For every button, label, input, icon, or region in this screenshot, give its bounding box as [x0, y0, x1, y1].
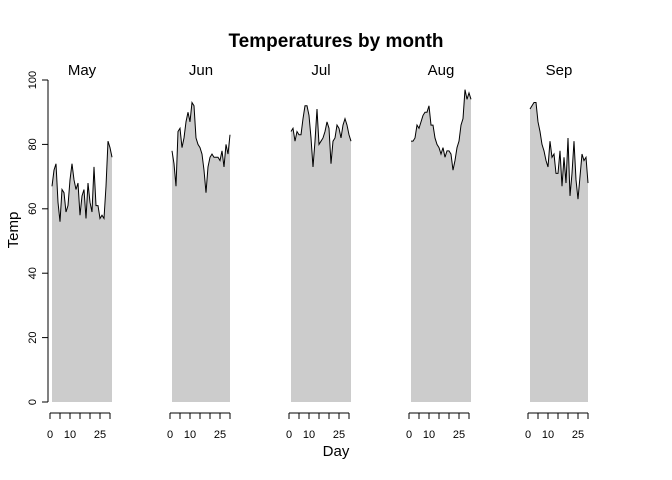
- panel-title: Jul: [311, 62, 330, 79]
- panel-title: May: [68, 62, 97, 79]
- x-tick-label: 10: [64, 429, 76, 441]
- series-line: [529, 102, 589, 200]
- panels: May 0 10 25 Jun 0 10 25 Jul 0 10 25 Aug 0 10 25 Sep 0 10 25: [47, 62, 589, 441]
- y-tick-label: 60: [27, 203, 39, 215]
- x-tick-label: 0: [406, 429, 412, 441]
- series-line: [51, 141, 113, 222]
- panel-title: Sep: [546, 62, 573, 79]
- x-tick-label: 0: [525, 429, 531, 441]
- area-fill: [530, 102, 588, 402]
- y-tick-label: 100: [27, 71, 39, 89]
- x-tick-label: 25: [572, 429, 584, 441]
- y-tick-label: 0: [27, 399, 39, 405]
- area-fill: [291, 105, 351, 402]
- x-tick-label: 25: [214, 429, 226, 441]
- area-fill: [52, 141, 112, 402]
- x-tick-label: 25: [333, 429, 345, 441]
- x-tick-label: 10: [184, 429, 196, 441]
- y-tick-label: 40: [27, 267, 39, 279]
- x-tick-label: 0: [47, 429, 53, 441]
- panel-sep: Sep 0 10 25: [525, 62, 589, 441]
- x-tick-label: 0: [167, 429, 173, 441]
- x-tick-label: 25: [94, 429, 106, 441]
- panel-jun: Jun 0 10 25: [167, 62, 231, 441]
- area-fill: [172, 102, 230, 402]
- panel-title: Jun: [189, 62, 213, 79]
- series-line: [411, 89, 472, 171]
- panel-may: May 0 10 25: [47, 62, 113, 441]
- panel-jul: Jul 0 10 25: [286, 62, 352, 441]
- y-tick-label: 80: [27, 138, 39, 150]
- x-tick-label: 25: [453, 429, 465, 441]
- y-axis-label: Temp: [5, 212, 22, 249]
- x-axis-label: Day: [323, 443, 350, 460]
- y-axis: 0 20 40 60 80 100: [27, 71, 49, 405]
- series-line: [290, 105, 352, 167]
- x-tick-label: 10: [542, 429, 554, 441]
- panel-title: Aug: [428, 62, 455, 79]
- x-tick-label: 10: [303, 429, 315, 441]
- y-tick-label: 20: [27, 331, 39, 343]
- area-fill: [411, 89, 471, 402]
- x-tick-label: 10: [423, 429, 435, 441]
- chart-title: Temperatures by month: [228, 31, 443, 52]
- series-line: [171, 101, 231, 193]
- panel-aug: Aug 0 10 25: [406, 62, 472, 441]
- x-tick-label: 0: [286, 429, 292, 441]
